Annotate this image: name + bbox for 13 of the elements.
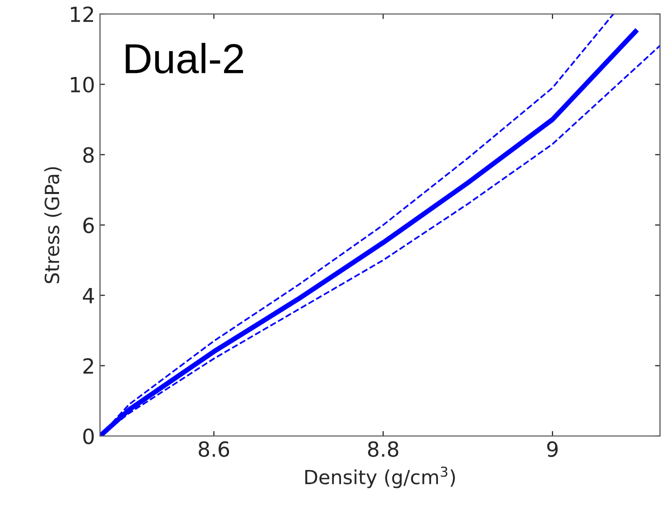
x-tick-label: 9 <box>547 441 558 457</box>
y-tick-label: 8 <box>83 147 94 163</box>
y-tick-label: 6 <box>83 217 94 234</box>
y-axis-title: Stress (GPa) <box>44 167 62 284</box>
y-tick-label: 2 <box>83 358 94 374</box>
y-tick-label: 12 <box>70 6 94 22</box>
x-tick-label: 8.6 <box>198 441 230 457</box>
y-tick-label: 0 <box>83 428 94 444</box>
x-axis-title: Density (g/cm$^{3}$) <box>305 466 455 488</box>
y-tick-label: 4 <box>82 288 94 304</box>
x-tick-label: 8.8 <box>368 441 398 457</box>
y-tick-label: 10 <box>70 76 94 93</box>
annotation: Dual-2 <box>126 42 244 74</box>
